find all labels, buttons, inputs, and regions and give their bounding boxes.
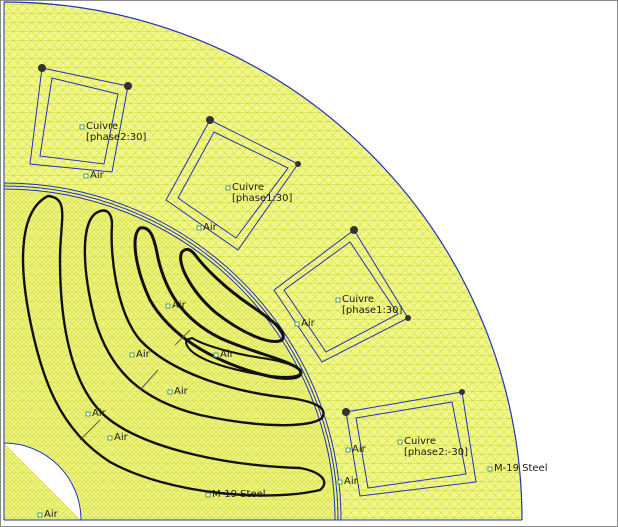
label-air-rotor-6: Air (107, 432, 129, 443)
label-air-gap-mid: Air (196, 222, 218, 233)
magnet-layer-second (83, 209, 325, 427)
stator-coils (29, 67, 477, 497)
svg-text:Cuivre: Cuivre (86, 121, 118, 132)
label-air-gap-bottom-right: Air (345, 444, 367, 455)
label-air-gap-right: Air (294, 318, 316, 329)
label-air-rotor-4: Air (167, 386, 189, 397)
label-air-gap-top: Air (83, 170, 105, 181)
rotor-magnet-layers (21, 194, 326, 497)
label-air-rotor-1: Air (165, 300, 187, 311)
label-cuivre-phase2-top: Cuivre [phase2:30] (79, 121, 147, 143)
magnet-layer-inner (179, 247, 285, 343)
coil-lower-mid (273, 229, 409, 363)
svg-text:Air: Air (136, 349, 151, 360)
label-air-rotor-3: Air (213, 349, 235, 360)
label-air-rotor-2: Air (129, 349, 151, 360)
svg-text:[phase2:30]: [phase2:30] (86, 132, 147, 143)
svg-text:Air: Air (92, 408, 107, 419)
svg-text:Air: Air (344, 476, 359, 487)
label-air-shaft: Air (37, 509, 59, 520)
svg-text:Cuivre: Cuivre (342, 294, 374, 305)
label-steel-rotor: M-19 Steel (205, 489, 266, 500)
stator-outer-boundary (3, 1, 523, 521)
coil-upper-mid (165, 119, 299, 251)
svg-text:Cuivre: Cuivre (232, 182, 264, 193)
label-air-rotor-5: Air (85, 408, 107, 419)
coil-corner-nodes (38, 64, 465, 416)
svg-text:Air: Air (352, 444, 367, 455)
svg-text:M-19 Steel: M-19 Steel (212, 489, 266, 500)
coil-bottom (345, 391, 477, 497)
svg-text:Air: Air (301, 318, 316, 329)
label-steel-stator: M-19 Steel (487, 463, 548, 474)
label-air-gap-low: Air (337, 476, 359, 487)
svg-text:[phase1:30]: [phase1:30] (232, 193, 293, 204)
svg-text:Air: Air (172, 300, 187, 311)
air-gap-arcs (3, 182, 342, 521)
svg-text:Air: Air (114, 432, 129, 443)
svg-text:[phase2:-30]: [phase2:-30] (404, 447, 468, 458)
svg-text:Air: Air (90, 170, 105, 181)
svg-text:Air: Air (220, 349, 235, 360)
svg-text:Air: Air (174, 386, 189, 397)
rotor-bridges (79, 329, 191, 441)
label-cuivre-phase1-lower: Cuivre [phase1:30] (335, 294, 403, 316)
label-cuivre-phase1-upper: Cuivre [phase1:30] (225, 182, 293, 204)
svg-text:[phase1:30]: [phase1:30] (342, 305, 403, 316)
magnet-layer-pocket (185, 337, 302, 378)
shaft-region (3, 442, 82, 521)
svg-text:Air: Air (203, 222, 218, 233)
svg-text:M-19 Steel: M-19 Steel (494, 463, 548, 474)
label-cuivre-phase2-bottom: Cuivre [phase2:-30] (397, 436, 468, 458)
block-labels: Cuivre [phase2:30] Cuivre [phase1:30] Cu… (37, 121, 548, 520)
coil-top (29, 67, 129, 173)
magnet-layer-outer (21, 194, 326, 497)
svg-text:Air: Air (44, 509, 59, 520)
svg-text:Cuivre: Cuivre (404, 436, 436, 447)
